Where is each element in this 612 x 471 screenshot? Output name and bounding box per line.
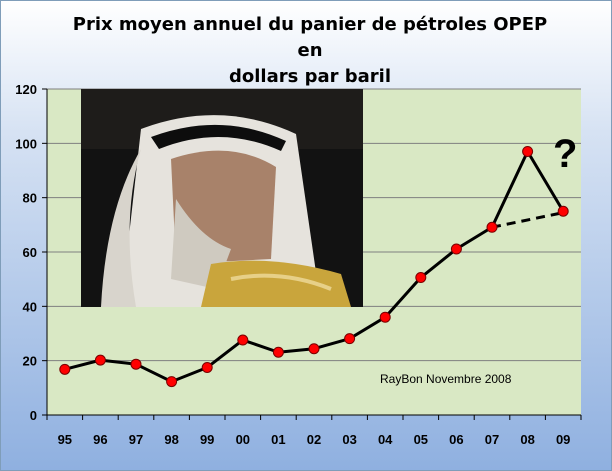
x-tick-label: 99 bbox=[200, 432, 214, 447]
data-point bbox=[522, 145, 534, 157]
x-tick-label: 03 bbox=[342, 432, 356, 447]
data-point bbox=[486, 221, 498, 233]
x-tick-label: 04 bbox=[378, 432, 393, 447]
data-point bbox=[237, 334, 249, 346]
data-point bbox=[59, 363, 71, 375]
credit-annotation: RayBon Novembre 2008 bbox=[380, 372, 512, 386]
projection-line bbox=[491, 211, 564, 229]
data-point bbox=[379, 311, 391, 323]
x-tick-label: 95 bbox=[58, 432, 72, 447]
x-tick-label: 01 bbox=[271, 432, 285, 447]
data-point bbox=[166, 376, 178, 388]
y-tick-label: 40 bbox=[23, 299, 37, 314]
data-point bbox=[94, 354, 106, 366]
x-tick-label: 09 bbox=[556, 432, 570, 447]
y-tick-label: 20 bbox=[23, 354, 37, 369]
data-point bbox=[201, 361, 213, 373]
x-tick-label: 07 bbox=[485, 432, 499, 447]
x-tick-label: 08 bbox=[520, 432, 534, 447]
data-point bbox=[130, 358, 142, 370]
y-tick-label: 120 bbox=[15, 82, 37, 97]
x-tick-label: 97 bbox=[129, 432, 143, 447]
portrait-photo bbox=[81, 89, 363, 307]
data-point bbox=[344, 333, 356, 345]
chart-title: Prix moyen annuel du panier de pétroles … bbox=[72, 14, 548, 87]
x-axis: 95 96 97 98 99 00 01 02 03 04 05 06 07 08 09 bbox=[46, 414, 582, 447]
y-tick-label: 0 bbox=[30, 408, 37, 423]
y-tick-label: 80 bbox=[23, 191, 37, 206]
y-tick-label: 60 bbox=[23, 245, 37, 260]
data-point bbox=[450, 243, 462, 255]
data-point bbox=[415, 272, 427, 284]
data-point bbox=[557, 205, 569, 217]
x-tick-label: 98 bbox=[164, 432, 178, 447]
y-tick-label: 100 bbox=[15, 136, 37, 151]
x-tick-label: 06 bbox=[449, 432, 463, 447]
x-tick-label: 05 bbox=[414, 432, 428, 447]
data-point bbox=[308, 343, 320, 355]
question-mark-annotation: ? bbox=[553, 132, 578, 176]
y-axis: 0 20 40 60 80 100 120 bbox=[15, 82, 48, 423]
x-tick-label: 96 bbox=[93, 432, 107, 447]
data-point bbox=[272, 346, 284, 358]
x-tick-label: 00 bbox=[236, 432, 250, 447]
x-tick-label: 02 bbox=[307, 432, 321, 447]
series-points bbox=[59, 145, 569, 388]
